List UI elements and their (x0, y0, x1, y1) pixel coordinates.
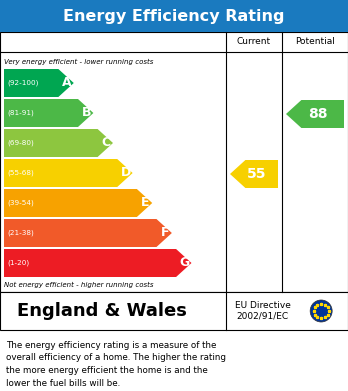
Polygon shape (4, 99, 93, 127)
Text: E: E (141, 197, 150, 210)
Polygon shape (4, 219, 172, 247)
Text: C: C (102, 136, 111, 149)
Text: F: F (161, 226, 169, 240)
Text: Very energy efficient - lower running costs: Very energy efficient - lower running co… (4, 59, 153, 65)
Circle shape (310, 300, 332, 322)
Polygon shape (4, 189, 152, 217)
Text: A: A (62, 77, 72, 90)
Text: 88: 88 (308, 107, 328, 121)
Text: (69-80): (69-80) (7, 140, 34, 146)
Bar (0, 292, 348, 330)
Polygon shape (4, 69, 74, 97)
Polygon shape (4, 249, 191, 277)
Bar (0, 0, 348, 32)
Text: (1-20): (1-20) (7, 260, 29, 266)
Text: EU Directive
2002/91/EC: EU Directive 2002/91/EC (235, 301, 291, 321)
Text: (39-54): (39-54) (7, 200, 34, 206)
Text: B: B (82, 106, 91, 120)
Bar (0, 32, 348, 292)
Text: 55: 55 (247, 167, 267, 181)
Text: D: D (120, 167, 131, 179)
Polygon shape (4, 129, 113, 157)
Text: (81-91): (81-91) (7, 110, 34, 116)
Text: Potential: Potential (295, 38, 335, 47)
Text: The energy efficiency rating is a measure of the
overall efficiency of a home. T: The energy efficiency rating is a measur… (6, 341, 226, 387)
Text: (55-68): (55-68) (7, 170, 34, 176)
Polygon shape (286, 100, 344, 128)
Text: England & Wales: England & Wales (17, 302, 187, 320)
Text: Not energy efficient - higher running costs: Not energy efficient - higher running co… (4, 282, 153, 288)
Text: Current: Current (237, 38, 271, 47)
Text: Energy Efficiency Rating: Energy Efficiency Rating (63, 9, 285, 23)
Text: (21-38): (21-38) (7, 230, 34, 236)
Polygon shape (4, 159, 133, 187)
Text: G: G (180, 256, 190, 269)
Polygon shape (230, 160, 278, 188)
Text: (92-100): (92-100) (7, 80, 38, 86)
